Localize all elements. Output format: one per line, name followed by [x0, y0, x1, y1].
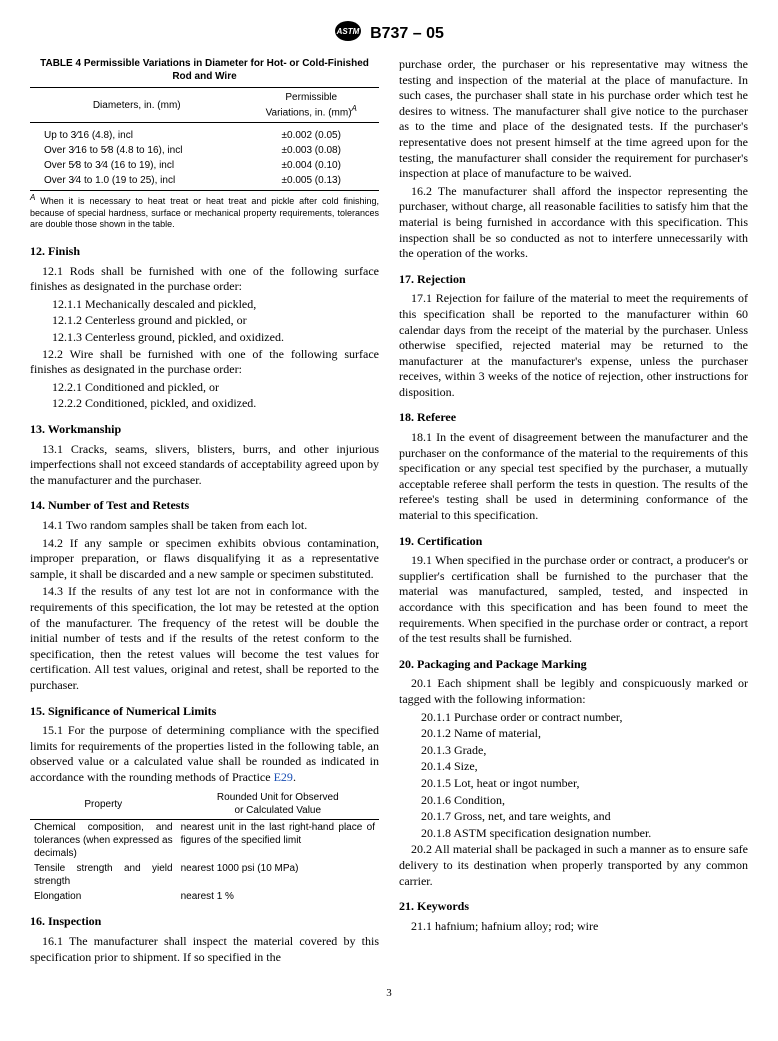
para: 18.1 In the event of disagreement betwee… [399, 430, 748, 524]
document-id: B737 – 05 [370, 25, 444, 43]
subpara: 12.2.1 Conditioned and pickled, or [30, 380, 379, 396]
para: 12.2 Wire shall be furnished with one of… [30, 347, 379, 378]
section-16-title: 16. Inspection [30, 914, 379, 930]
props-col2-header: Rounded Unit for Observed or Calculated V… [177, 789, 379, 820]
para: 14.2 If any sample or specimen exhibits … [30, 536, 379, 583]
section-19-title: 19. Certification [399, 534, 748, 550]
table4-footnote: A When it is necessary to heat treat or … [30, 193, 379, 230]
cell: ±0.005 (0.13) [243, 173, 379, 191]
right-column: purchase order, the purchaser or his rep… [399, 57, 748, 967]
para: 19.1 When specified in the purchase orde… [399, 553, 748, 647]
cell: Over 3⁄16 to 5⁄8 (4.8 to 16), incl [30, 143, 243, 158]
para: 15.1 For the purpose of determining comp… [30, 723, 379, 785]
para: 12.1 Rods shall be furnished with one of… [30, 264, 379, 295]
cell: Tensile strength and yield strength [30, 861, 177, 889]
cell: Over 3⁄4 to 1.0 (19 to 25), incl [30, 173, 243, 191]
cell: nearest 1000 psi (10 MPa) [177, 861, 379, 889]
page: ASTM B737 – 05 TABLE 4 Permissible Varia… [0, 0, 778, 1029]
cell: ±0.004 (0.10) [243, 158, 379, 173]
subpara: 12.1.3 Centerless ground, pickled, and o… [30, 330, 379, 346]
subpara: 20.1.6 Condition, [399, 793, 748, 809]
subpara: 20.1.8 ASTM specification designation nu… [399, 826, 748, 842]
para: 21.1 hafnium; hafnium alloy; rod; wire [399, 919, 748, 935]
properties-table: Property Rounded Unit for Observed or Cal… [30, 789, 379, 904]
para: 13.1 Cracks, seams, slivers, blisters, b… [30, 442, 379, 489]
para-text: . [293, 770, 296, 784]
section-17-title: 17. Rejection [399, 272, 748, 288]
cell: ±0.002 (0.05) [243, 123, 379, 144]
cell: Up to 3⁄16 (4.8), incl [30, 123, 243, 144]
subpara: 20.1.1 Purchase order or contract number… [399, 710, 748, 726]
table4-title: TABLE 4 Permissible Variations in Diamet… [30, 57, 379, 83]
table-row: Chemical composition, and tolerances (wh… [30, 820, 379, 862]
table4-col2-sup: A [352, 104, 357, 113]
page-number: 3 [30, 987, 748, 999]
para: 14.1 Two random samples shall be taken f… [30, 518, 379, 534]
section-15-title: 15. Significance of Numerical Limits [30, 704, 379, 720]
note-text: When it is necessary to heat treat or he… [30, 196, 379, 229]
col2-line2: or Calculated Value [235, 805, 322, 816]
cell: nearest 1 % [177, 889, 379, 904]
subpara: 20.1.7 Gross, net, and tare weights, and [399, 809, 748, 825]
section-20-title: 20. Packaging and Package Marking [399, 657, 748, 673]
subpara: 12.1.2 Centerless ground and pickled, or [30, 313, 379, 329]
cell: Chemical composition, and tolerances (wh… [30, 820, 177, 862]
para: 16.2 The manufacturer shall afford the i… [399, 184, 748, 262]
practice-link[interactable]: E29 [274, 770, 293, 784]
table-row: Over 3⁄16 to 5⁄8 (4.8 to 16), incl±0.003… [30, 143, 379, 158]
subpara: 20.1.4 Size, [399, 759, 748, 775]
cell: nearest unit in the last right-hand plac… [177, 820, 379, 862]
section-21-title: 21. Keywords [399, 899, 748, 915]
col2-line1: Rounded Unit for Observed [217, 792, 339, 803]
table-row: Over 3⁄4 to 1.0 (19 to 25), incl±0.005 (… [30, 173, 379, 191]
subpara: 20.1.5 Lot, heat or ingot number, [399, 776, 748, 792]
table-row: Elongationnearest 1 % [30, 889, 379, 904]
table4: Diameters, in. (mm) Permissible Variatio… [30, 87, 379, 191]
para: 20.2 All material shall be packaged in s… [399, 842, 748, 889]
props-col1-header: Property [30, 789, 177, 820]
section-14-title: 14. Number of Test and Retests [30, 498, 379, 514]
table4-col2-line2: Variations, in. (mm) [266, 107, 352, 118]
table4-col2-header: Permissible Variations, in. (mm)A [243, 88, 379, 123]
table4-col1-header: Diameters, in. (mm) [30, 88, 243, 123]
section-12-title: 12. Finish [30, 244, 379, 260]
para: 14.3 If the results of any test lot are … [30, 584, 379, 693]
subpara: 20.1.3 Grade, [399, 743, 748, 759]
para-text: 15.1 For the purpose of determining comp… [30, 723, 379, 784]
two-column-layout: TABLE 4 Permissible Variations in Diamet… [30, 57, 748, 967]
cell: ±0.003 (0.08) [243, 143, 379, 158]
subpara: 20.1.2 Name of material, [399, 726, 748, 742]
table-row: Over 5⁄8 to 3⁄4 (16 to 19), incl±0.004 (… [30, 158, 379, 173]
cell: Over 5⁄8 to 3⁄4 (16 to 19), incl [30, 158, 243, 173]
svg-text:ASTM: ASTM [336, 27, 360, 36]
left-column: TABLE 4 Permissible Variations in Diamet… [30, 57, 379, 967]
page-header: ASTM B737 – 05 [30, 20, 748, 47]
table-row: Tensile strength and yield strengthneare… [30, 861, 379, 889]
cell: Elongation [30, 889, 177, 904]
para: 16.1 The manufacturer shall inspect the … [30, 934, 379, 965]
para: 17.1 Rejection for failure of the materi… [399, 291, 748, 400]
subpara: 12.2.2 Conditioned, pickled, and oxidize… [30, 396, 379, 412]
para-continuation: purchase order, the purchaser or his rep… [399, 57, 748, 182]
para: 20.1 Each shipment shall be legibly and … [399, 676, 748, 707]
section-13-title: 13. Workmanship [30, 422, 379, 438]
table4-col2-line1: Permissible [285, 92, 337, 103]
subpara: 12.1.1 Mechanically descaled and pickled… [30, 297, 379, 313]
section-18-title: 18. Referee [399, 410, 748, 426]
table-row: Up to 3⁄16 (4.8), incl±0.002 (0.05) [30, 123, 379, 144]
astm-logo-icon: ASTM [334, 20, 362, 47]
